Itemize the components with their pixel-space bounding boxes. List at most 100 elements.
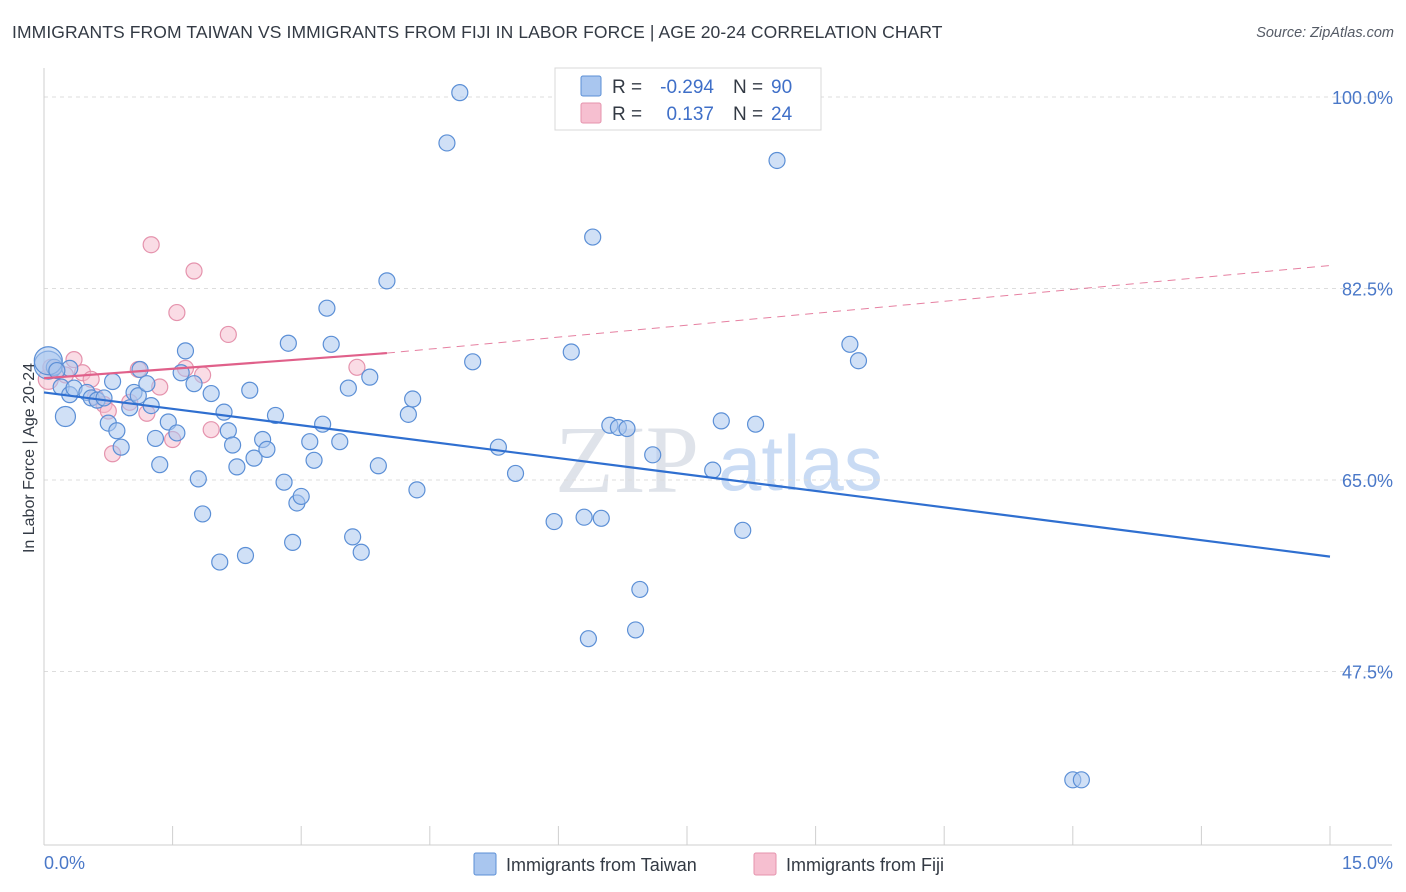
taiwan-point [644, 446, 662, 464]
taiwan-point [168, 424, 186, 442]
bottom-legend-label-taiwan: Immigrants from Taiwan [506, 855, 697, 875]
legend-swatch-taiwan [580, 75, 602, 97]
taiwan-point [584, 228, 602, 246]
taiwan-point [211, 553, 229, 571]
taiwan-point [464, 353, 482, 371]
y-tick-label: 65.0% [1342, 471, 1393, 491]
taiwan-point [378, 272, 396, 290]
y-tick-label: 47.5% [1342, 663, 1393, 683]
bottom-legend: Immigrants from Taiwan Immigrants from F… [473, 852, 944, 876]
taiwan-point [339, 379, 357, 397]
taiwan-point [575, 508, 593, 526]
legend-n-label-fiji: N = [733, 104, 763, 125]
taiwan-point [322, 335, 340, 353]
taiwan-point [95, 389, 113, 407]
bottom-legend-swatch-fiji [753, 852, 777, 876]
taiwan-point [48, 361, 66, 380]
legend-swatch-fiji [580, 102, 602, 124]
taiwan-point [631, 580, 649, 599]
taiwan-point [146, 429, 165, 448]
taiwan-point [562, 343, 580, 361]
taiwan-point [592, 509, 610, 527]
taiwan-point [489, 438, 507, 456]
taiwan-point [215, 403, 233, 421]
taiwan-point [305, 451, 323, 469]
fiji-trend-line-extension [386, 265, 1331, 354]
taiwan-point [331, 433, 349, 451]
taiwan-point [112, 438, 130, 456]
taiwan-point [746, 415, 765, 433]
fiji-trend-line [43, 351, 388, 380]
taiwan-point [399, 405, 417, 423]
taiwan-point [103, 372, 122, 391]
taiwan-point [131, 360, 149, 379]
taiwan-point [241, 381, 259, 399]
taiwan-point [704, 461, 722, 479]
x-tick-label: 15.0% [1342, 853, 1393, 873]
taiwan-point [245, 449, 263, 467]
taiwan-point [236, 546, 255, 565]
taiwan-point [138, 375, 156, 393]
legend-n-value-fiji: 24 [771, 104, 793, 125]
taiwan-point [626, 621, 645, 639]
taiwan-point [108, 422, 126, 440]
bottom-legend-swatch-taiwan [473, 852, 497, 876]
taiwan-point [266, 406, 285, 425]
source-label: Source: ZipAtlas.com [1256, 25, 1394, 41]
taiwan-point [202, 384, 220, 403]
y-tick-label: 82.5% [1342, 280, 1393, 300]
legend-n-value-taiwan: 90 [771, 77, 792, 98]
taiwan-point [1072, 771, 1090, 789]
chart-title: IMMIGRANTS FROM TAIWAN VS IMMIGRANTS FRO… [12, 22, 943, 42]
fiji-point [219, 325, 237, 344]
legend-r-label-fiji: R = [612, 104, 642, 125]
taiwan-point [369, 457, 387, 475]
watermark-atlas: atlas [718, 419, 883, 507]
legend-r-value-taiwan: -0.294 [660, 77, 714, 98]
taiwan-point [228, 458, 246, 476]
taiwan-point [438, 134, 456, 152]
taiwan-point [279, 334, 297, 352]
legend-r-label-taiwan: R = [612, 77, 642, 98]
taiwan-point [284, 533, 302, 551]
taiwan-point [849, 352, 868, 370]
x-tick-label: 0.0% [44, 853, 85, 873]
taiwan-point [768, 151, 786, 170]
taiwan-point [352, 543, 370, 561]
taiwan-point [292, 487, 310, 506]
taiwan-point [176, 342, 195, 360]
taiwan-point [219, 422, 237, 440]
legend: R = -0.294 N = 90 R = 0.137 N = 24 [554, 67, 822, 131]
taiwan-point [301, 433, 319, 451]
taiwan-point [712, 412, 730, 430]
fiji-point [185, 262, 203, 280]
taiwan-point [545, 512, 563, 531]
fiji-point [168, 303, 186, 322]
taiwan-point [151, 456, 169, 474]
taiwan-point [579, 630, 598, 648]
fiji-point [142, 236, 160, 254]
taiwan-points [33, 84, 1090, 789]
taiwan-point [224, 436, 242, 454]
taiwan-point [275, 473, 293, 491]
taiwan-point [258, 440, 276, 458]
taiwan-point [194, 505, 212, 523]
taiwan-point [54, 405, 77, 428]
taiwan-point [734, 521, 752, 539]
taiwan-point [408, 481, 426, 499]
taiwan-point [344, 528, 362, 546]
fiji-point [348, 358, 366, 376]
taiwan-point [189, 470, 207, 488]
y-tick-label: 100.0% [1332, 88, 1393, 108]
taiwan-point [185, 375, 203, 393]
taiwan-point [506, 464, 525, 483]
trend-lines [43, 265, 1331, 558]
taiwan-point [618, 419, 636, 438]
legend-r-value-fiji: 0.137 [666, 104, 714, 125]
taiwan-point [451, 84, 469, 102]
y-axis-label: In Labor Force | Age 20-24 [21, 363, 38, 553]
taiwan-point [841, 335, 859, 353]
taiwan-point [404, 390, 422, 408]
legend-n-label-taiwan: N = [733, 77, 763, 98]
